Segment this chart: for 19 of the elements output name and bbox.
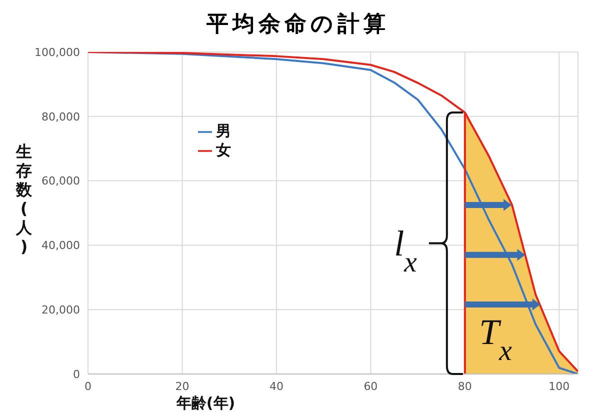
x-tick-label: 60 [364,380,378,393]
y-tick-label: 20,000 [42,304,80,317]
y-tick-label: 0 [73,368,80,381]
x-tick-label: 80 [458,380,472,393]
x-axis-title: 年齢(年) [175,394,236,412]
annotation: l$_{x}$ [394,223,418,278]
y-tick-label: 60,000 [42,174,80,188]
y-tick-label: 100,000 [34,46,80,59]
x-tick-label: 20 [175,380,190,393]
annotation: T$_{x}$ [479,312,512,368]
y-tick-label: 80,000 [42,110,80,124]
chart-title: 平均余命の計算 [206,11,390,39]
x-tick-label: 40 [269,380,284,393]
legend-label: 男 [216,122,231,140]
y-axis-title: 生存数(人) [15,142,33,256]
x-tick-label: 100 [548,380,570,393]
y-tick-label: 40,000 [42,239,80,252]
legend-label: 女 [216,141,231,159]
x-tick-label: 0 [84,380,92,393]
